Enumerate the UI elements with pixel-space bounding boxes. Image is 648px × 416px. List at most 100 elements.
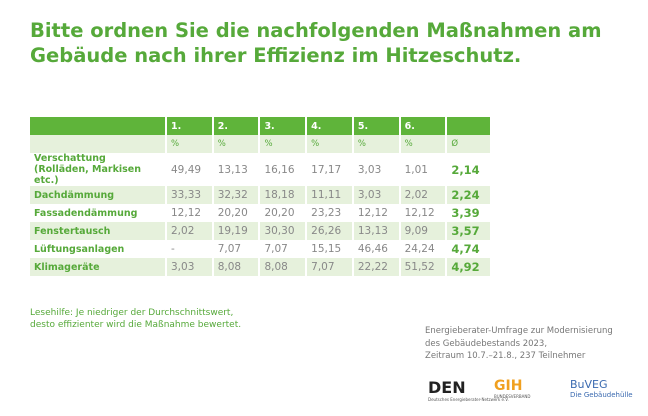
average-cell: 4,74 bbox=[445, 240, 490, 258]
value-cell: 1,01 bbox=[398, 153, 447, 186]
value-cell: 17,17 bbox=[305, 153, 353, 186]
average-cell: 3,39 bbox=[445, 204, 490, 222]
value-cell: 2,02 bbox=[398, 186, 447, 204]
reading-aid-line: Lesehilfe: Je niedriger der Durchschnitt… bbox=[30, 308, 234, 318]
logo-subtext: BUNDESVERBAND bbox=[494, 394, 531, 399]
unit-cell: % bbox=[165, 135, 213, 153]
value-cell: 32,32 bbox=[211, 186, 260, 204]
value-cell: 46,46 bbox=[351, 240, 400, 258]
value-cell: 3,03 bbox=[351, 186, 400, 204]
source-line: Energieberater-Umfrage zur Modernisierun… bbox=[425, 326, 613, 336]
value-cell: 23,23 bbox=[305, 204, 353, 222]
logo-text: DEN bbox=[428, 378, 466, 397]
row-label-line: Dachdämmung bbox=[34, 189, 115, 201]
title-line: Gebäude nach ihrer Effizienz im Hitzesch… bbox=[30, 44, 522, 67]
header-cell: 3. bbox=[258, 117, 307, 135]
average-cell: 3,57 bbox=[445, 222, 490, 240]
value-cell: 3,03 bbox=[351, 153, 400, 186]
value-cell: 3,03 bbox=[165, 258, 213, 276]
row-label-line: Klimageräte bbox=[34, 261, 100, 273]
value-cell: 19,19 bbox=[211, 222, 260, 240]
value-cell: 22,22 bbox=[351, 258, 400, 276]
row-label: Dachdämmung bbox=[30, 186, 166, 204]
value-cell: 49,49 bbox=[165, 153, 213, 186]
value-cell: 20,20 bbox=[258, 204, 307, 222]
value-cell: 33,33 bbox=[165, 186, 213, 204]
value-cell: 9,09 bbox=[398, 222, 447, 240]
unit-cell: % bbox=[211, 135, 260, 153]
value-cell: 16,16 bbox=[258, 153, 307, 186]
unit-cell bbox=[30, 135, 166, 153]
row-label-line: Lüftungsanlagen bbox=[34, 243, 125, 255]
reading-aid-line: desto effizienter wird die Maßnahme bewe… bbox=[30, 320, 242, 330]
value-cell: 13,13 bbox=[211, 153, 260, 186]
logo-buveg: BuVEG Die Gebäudehülle bbox=[570, 378, 633, 399]
unit-cell: % bbox=[351, 135, 400, 153]
unit-cell: % bbox=[305, 135, 353, 153]
value-cell: 15,15 bbox=[305, 240, 353, 258]
value-cell: 30,30 bbox=[258, 222, 307, 240]
source-line: des Gebäudebestands 2023, bbox=[425, 338, 548, 349]
row-label-line: (Rolläden, Markisen etc.) bbox=[34, 164, 142, 186]
value-cell: 2,02 bbox=[165, 222, 213, 240]
table-row: Lüftungsanlagen -7,07 7,07 15,15 46,46 24,24 4… bbox=[30, 240, 490, 258]
value-cell: 8,08 bbox=[258, 258, 307, 276]
table-row: Fassadendämmung 12,12 20,20 20,20 23,23 12,12… bbox=[30, 204, 490, 222]
source-line: Zeitraum 10.7.–21.8., 237 Teilnehmer bbox=[425, 351, 586, 361]
header-cell bbox=[30, 117, 166, 135]
table-row: Fenstertausch 2,02 19,19 30,30 26,26 13,13 9,0… bbox=[30, 222, 490, 240]
logo-gih: GIH BUNDESVERBAND bbox=[494, 378, 530, 399]
row-label: Verschattung (Rolläden, Markisen etc.) bbox=[30, 153, 166, 186]
logo-den: DEN Deutsches Energieberater-Netzwerk e.… bbox=[428, 378, 509, 402]
table-row: Klimageräte 3,03 8,08 8,08 7,07 22,22 51,52 4,9… bbox=[30, 258, 490, 276]
header-cell: 1. bbox=[165, 117, 213, 135]
average-cell: 2,14 bbox=[445, 153, 490, 186]
value-cell: 7,07 bbox=[211, 240, 260, 258]
unit-cell: Ø bbox=[445, 135, 490, 153]
unit-row: %%%%%% Ø bbox=[30, 135, 490, 153]
logo-text: GIH bbox=[494, 378, 523, 394]
header-row: 1. 2. 3. 4. 5. 6. bbox=[30, 117, 490, 135]
reading-aid: Lesehilfe: Je niedriger der Durchschnitt… bbox=[30, 307, 241, 331]
average-cell: 2,24 bbox=[445, 186, 490, 204]
row-label: Lüftungsanlagen bbox=[30, 240, 166, 258]
row-label-line: Verschattung bbox=[34, 153, 106, 164]
row-label: Fenstertausch bbox=[30, 222, 166, 240]
value-cell: 7,07 bbox=[258, 240, 307, 258]
value-cell: 51,52 bbox=[398, 258, 447, 276]
value-cell: 11,11 bbox=[305, 186, 353, 204]
title: Bitte ordnen Sie die nachfolgenden Maßna… bbox=[30, 18, 602, 68]
table-row: Verschattung (Rolläden, Markisen etc.) 49,… bbox=[30, 153, 490, 186]
logo-subtext: Deutsches Energieberater-Netzwerk e.V. bbox=[428, 397, 509, 402]
row-label: Klimageräte bbox=[30, 258, 166, 276]
value-cell: 26,26 bbox=[305, 222, 353, 240]
row-label: Fassadendämmung bbox=[30, 204, 166, 222]
average-cell: 4,92 bbox=[445, 258, 490, 276]
value-cell: 12,12 bbox=[398, 204, 447, 222]
row-label-line: Fenstertausch bbox=[34, 225, 111, 237]
row-label-line: Fassadendämmung bbox=[34, 207, 138, 219]
header-cell bbox=[445, 117, 490, 135]
table-row: Dachdämmung 33,33 32,32 18,18 11,11 3,03 2,02 2… bbox=[30, 186, 490, 204]
unit-cell: % bbox=[398, 135, 447, 153]
value-cell: 18,18 bbox=[258, 186, 307, 204]
value-cell: 20,20 bbox=[211, 204, 260, 222]
value-cell: 12,12 bbox=[351, 204, 400, 222]
value-cell: - bbox=[165, 240, 213, 258]
title-line: Bitte ordnen Sie die nachfolgenden Maßna… bbox=[30, 19, 602, 42]
results-table: 1. 2. 3. 4. 5. 6.%%%%%% Ø Verschattung (Rolläden… bbox=[30, 117, 490, 276]
value-cell: 8,08 bbox=[211, 258, 260, 276]
value-cell: 13,13 bbox=[351, 222, 400, 240]
logo-text: BuVEG bbox=[570, 378, 608, 391]
value-cell: 7,07 bbox=[305, 258, 353, 276]
header-cell: 2. bbox=[211, 117, 260, 135]
header-cell: 4. bbox=[305, 117, 353, 135]
value-cell: 12,12 bbox=[165, 204, 213, 222]
unit-cell: % bbox=[258, 135, 307, 153]
header-cell: 5. bbox=[351, 117, 400, 135]
source-note: Energieberater-Umfrage zur Modernisierun… bbox=[425, 325, 613, 363]
value-cell: 24,24 bbox=[398, 240, 447, 258]
header-cell: 6. bbox=[398, 117, 447, 135]
logo-subtext: Die Gebäudehülle bbox=[570, 391, 633, 399]
